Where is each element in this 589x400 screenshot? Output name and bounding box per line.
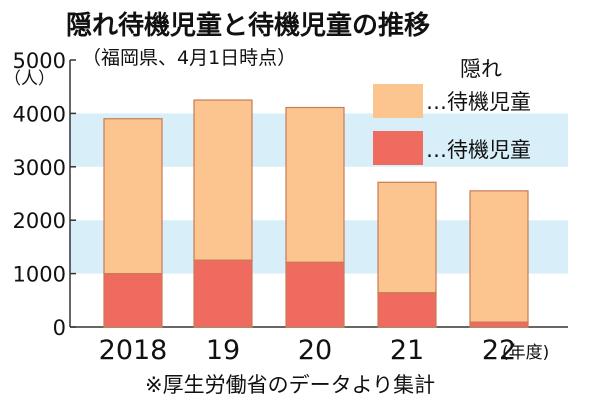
- legend-label-hidden-line2: …待機児童: [426, 90, 531, 114]
- chart-title: 隠れ待機児童と待機児童の推移: [66, 10, 430, 41]
- legend-swatch-waiting: [373, 131, 423, 165]
- x-tick-label: 19: [206, 335, 240, 366]
- bar-hidden-waiting: [469, 190, 529, 323]
- bar-hidden-waiting: [285, 106, 345, 263]
- legend-label-waiting: …待機児童: [426, 138, 531, 162]
- y-tick-label: 2000: [13, 209, 66, 233]
- bar-waiting: [377, 292, 437, 328]
- bar-hidden-waiting: [193, 99, 253, 261]
- source-note: ※厚生労働省のデータより集計: [145, 373, 435, 397]
- bars: [103, 99, 529, 328]
- bar-waiting: [193, 259, 253, 328]
- legend-swatch-hidden: [373, 84, 423, 118]
- bar-waiting: [285, 261, 345, 328]
- bar-hidden-waiting: [377, 181, 437, 294]
- y-tick-label: 4000: [13, 102, 66, 126]
- legend-label-hidden-line1: 隠れ: [460, 57, 502, 81]
- y-axis: 0 1000 2000 3000 4000 5000: [13, 49, 568, 340]
- x-tick-label: 2018: [99, 335, 168, 366]
- x-axis: 2018 19 20 21 22: [99, 335, 517, 366]
- x-unit-label: (年度): [502, 343, 549, 363]
- y-tick-label: 3000: [13, 156, 66, 180]
- y-tick-label: 1000: [13, 263, 66, 287]
- legend: 隠れ …待機児童 …待機児童: [373, 57, 531, 165]
- x-tick-label: 20: [298, 335, 332, 366]
- bar-waiting: [469, 321, 529, 328]
- chart-subtitle: （福岡県、4月1日時点）: [82, 47, 296, 69]
- bar-waiting: [103, 273, 163, 328]
- bar-hidden-waiting: [103, 118, 163, 275]
- unit-label: （人）: [4, 69, 55, 89]
- x-tick-label: 22: [482, 335, 516, 366]
- y-tick-label: 5000: [13, 49, 66, 73]
- x-tick-label: 21: [390, 335, 424, 366]
- y-tick-label: 0: [53, 316, 66, 340]
